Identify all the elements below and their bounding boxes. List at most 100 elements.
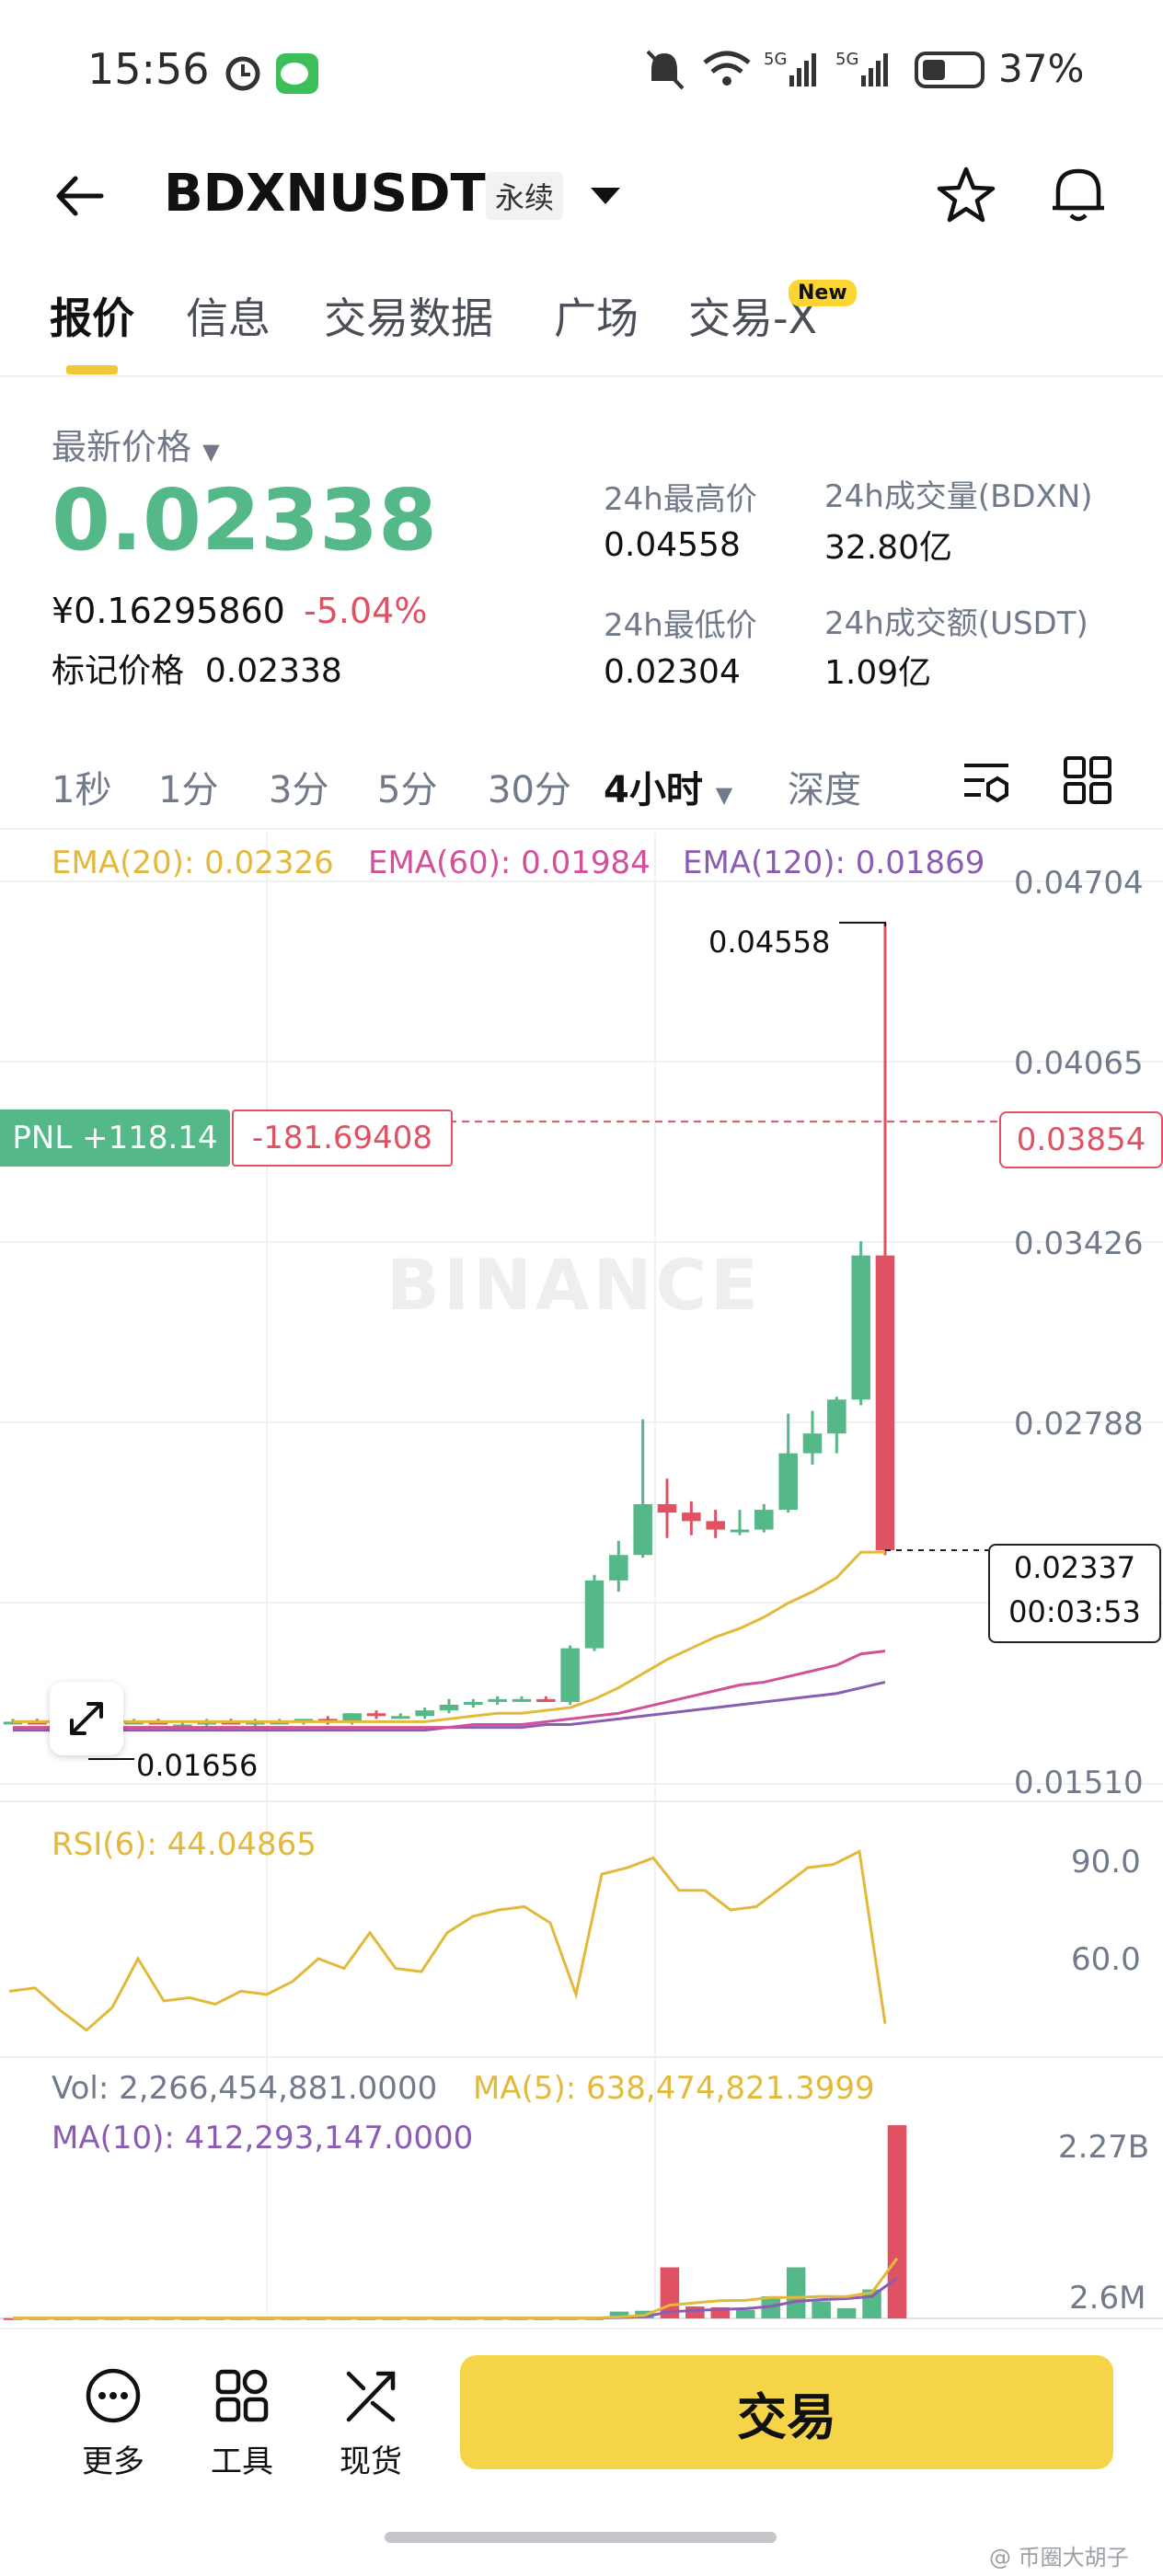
- interval-30m[interactable]: 30分: [488, 769, 571, 811]
- ema60-line: [13, 1650, 886, 1730]
- volume-bar-31: [786, 2267, 806, 2318]
- cny-price: ¥0.16295860: [52, 591, 285, 631]
- binance-watermark: BINANCE: [386, 1244, 762, 1326]
- ema20-label: EMA(20): 0.02326: [52, 845, 334, 881]
- interval-3m[interactable]: 3分: [269, 769, 329, 811]
- stat-volume-label: 24h成交量(BDXN): [824, 478, 1093, 515]
- spot-icon: [346, 2371, 396, 2422]
- volume-bar-29: [735, 2309, 755, 2318]
- candle-body-35: [851, 1255, 870, 1400]
- stat-high-value: 0.04558: [604, 526, 741, 564]
- status-time: 15:56: [87, 44, 210, 94]
- stat-volume-value: 32.80亿: [824, 529, 953, 567]
- ema120-label: EMA(120): 0.01869: [683, 845, 985, 881]
- rsi-line: [8, 1849, 887, 2032]
- candle-body-7: [173, 1724, 192, 1728]
- battery-percent: 37%: [998, 46, 1085, 91]
- candle-body-28: [682, 1512, 701, 1522]
- candle-body-6: [148, 1721, 168, 1725]
- nav-more[interactable]: 更多: [63, 2366, 164, 2481]
- rsi-tick-60: 60.0: [1071, 1941, 1141, 1978]
- candle-body-22: [536, 1698, 556, 1702]
- candle-body-30: [730, 1529, 750, 1533]
- latest-price-label[interactable]: 最新价格 ▼: [52, 427, 220, 467]
- back-arrow-icon[interactable]: [53, 173, 109, 219]
- pnl-label[interactable]: PNL +118.14: [0, 1110, 230, 1167]
- alarm-icon: [225, 56, 260, 91]
- interval-5m[interactable]: 5分: [377, 769, 438, 811]
- home-indicator[interactable]: [385, 2532, 777, 2543]
- svg-text:5G: 5G: [764, 50, 787, 69]
- candle-countdown: 00:03:53: [1008, 1594, 1141, 1629]
- vol-tick-top: 2.27B: [1058, 2129, 1150, 2166]
- candle-body-27: [657, 1503, 677, 1513]
- stat-high-label: 24h最高价: [604, 481, 757, 518]
- new-badge: New: [789, 280, 857, 306]
- candle-body-23: [560, 1648, 580, 1702]
- star-icon[interactable]: [937, 166, 996, 224]
- tab-trading-data[interactable]: 交易数据: [324, 293, 493, 343]
- symbol-dropdown-icon[interactable]: [589, 186, 622, 208]
- wechat-icon: [276, 53, 318, 94]
- candle-body-10: [246, 1721, 265, 1725]
- vol-label: Vol: 2,266,454,881.0000: [52, 2070, 438, 2107]
- vol-ma5-line: [13, 2257, 899, 2320]
- candle-body-19: [464, 1701, 483, 1706]
- mute-icon: [646, 50, 685, 90]
- trade-button[interactable]: 交易: [460, 2355, 1113, 2469]
- candle-body-16: [391, 1716, 410, 1719]
- nav-spot[interactable]: 现货: [320, 2366, 421, 2481]
- interval-4h[interactable]: 4小时 ▼: [604, 769, 733, 811]
- volume-bar-32: [812, 2301, 831, 2318]
- low-price-label: 0.01656: [136, 1748, 259, 1783]
- pnl-value: -181.69408: [232, 1110, 453, 1167]
- candle-body-13: [318, 1719, 338, 1722]
- active-tab-indicator: [66, 365, 118, 374]
- entry-price-tag: 0.03854: [999, 1111, 1163, 1168]
- price-tick-2: 0.03426: [1014, 1225, 1144, 1262]
- svg-text:5G: 5G: [835, 50, 858, 69]
- stat-turnover-value: 1.09亿: [824, 654, 932, 692]
- vol-ma10-label: MA(10): 412,293,147.0000: [52, 2120, 474, 2156]
- interval-depth[interactable]: 深度: [788, 769, 861, 811]
- interval-1s[interactable]: 1秒: [52, 769, 112, 811]
- candle-body-15: [366, 1713, 386, 1717]
- candle-body-34: [827, 1399, 846, 1434]
- tab-quote[interactable]: 报价: [50, 293, 134, 343]
- candle-body-31: [754, 1510, 774, 1530]
- candle-body-24: [584, 1580, 605, 1649]
- candle-body-21: [512, 1698, 532, 1702]
- candle-body-12: [294, 1719, 314, 1722]
- chart-settings-icon[interactable]: [961, 756, 1012, 808]
- volume-bar-27: [685, 2306, 705, 2318]
- battery-icon: [915, 52, 985, 88]
- symbol-title[interactable]: BDXNUSDT: [164, 164, 486, 224]
- interval-1m[interactable]: 1分: [158, 769, 219, 811]
- vol-tick-bottom: 2.6M: [1069, 2280, 1146, 2317]
- current-price-tag: 0.02337 00:03:53: [988, 1544, 1161, 1643]
- fullscreen-button[interactable]: [50, 1682, 123, 1755]
- candle-body-17: [415, 1710, 434, 1717]
- tab-info[interactable]: 信息: [186, 293, 271, 343]
- stat-turnover-label: 24h成交额(USDT): [824, 605, 1088, 642]
- rsi-tick-90: 90.0: [1071, 1844, 1141, 1880]
- footer-watermark: @ 币圈大胡子: [989, 2545, 1129, 2570]
- bell-icon[interactable]: [1049, 162, 1108, 226]
- candle-body-9: [221, 1721, 241, 1725]
- candle-body-36: [875, 1255, 895, 1550]
- candle-body-25: [609, 1555, 628, 1581]
- ema20-line: [13, 1550, 885, 1723]
- mark-price: 标记价格 0.02338: [52, 652, 342, 690]
- grid-layout-icon[interactable]: [1062, 754, 1113, 806]
- signal-icon-2: 5G: [835, 50, 888, 86]
- price-tick-3: 0.02788: [1014, 1406, 1144, 1443]
- nav-tools[interactable]: 工具: [191, 2366, 293, 2481]
- tab-square[interactable]: 广场: [554, 293, 639, 343]
- candle-body-18: [439, 1705, 459, 1711]
- interval-divider: [0, 828, 1163, 830]
- stat-low-value: 0.02304: [604, 653, 741, 691]
- ema60-label: EMA(60): 0.01984: [368, 845, 651, 881]
- high-leader: [839, 921, 886, 926]
- kline-chart[interactable]: [0, 833, 1163, 2332]
- status-icons-left: [225, 53, 318, 94]
